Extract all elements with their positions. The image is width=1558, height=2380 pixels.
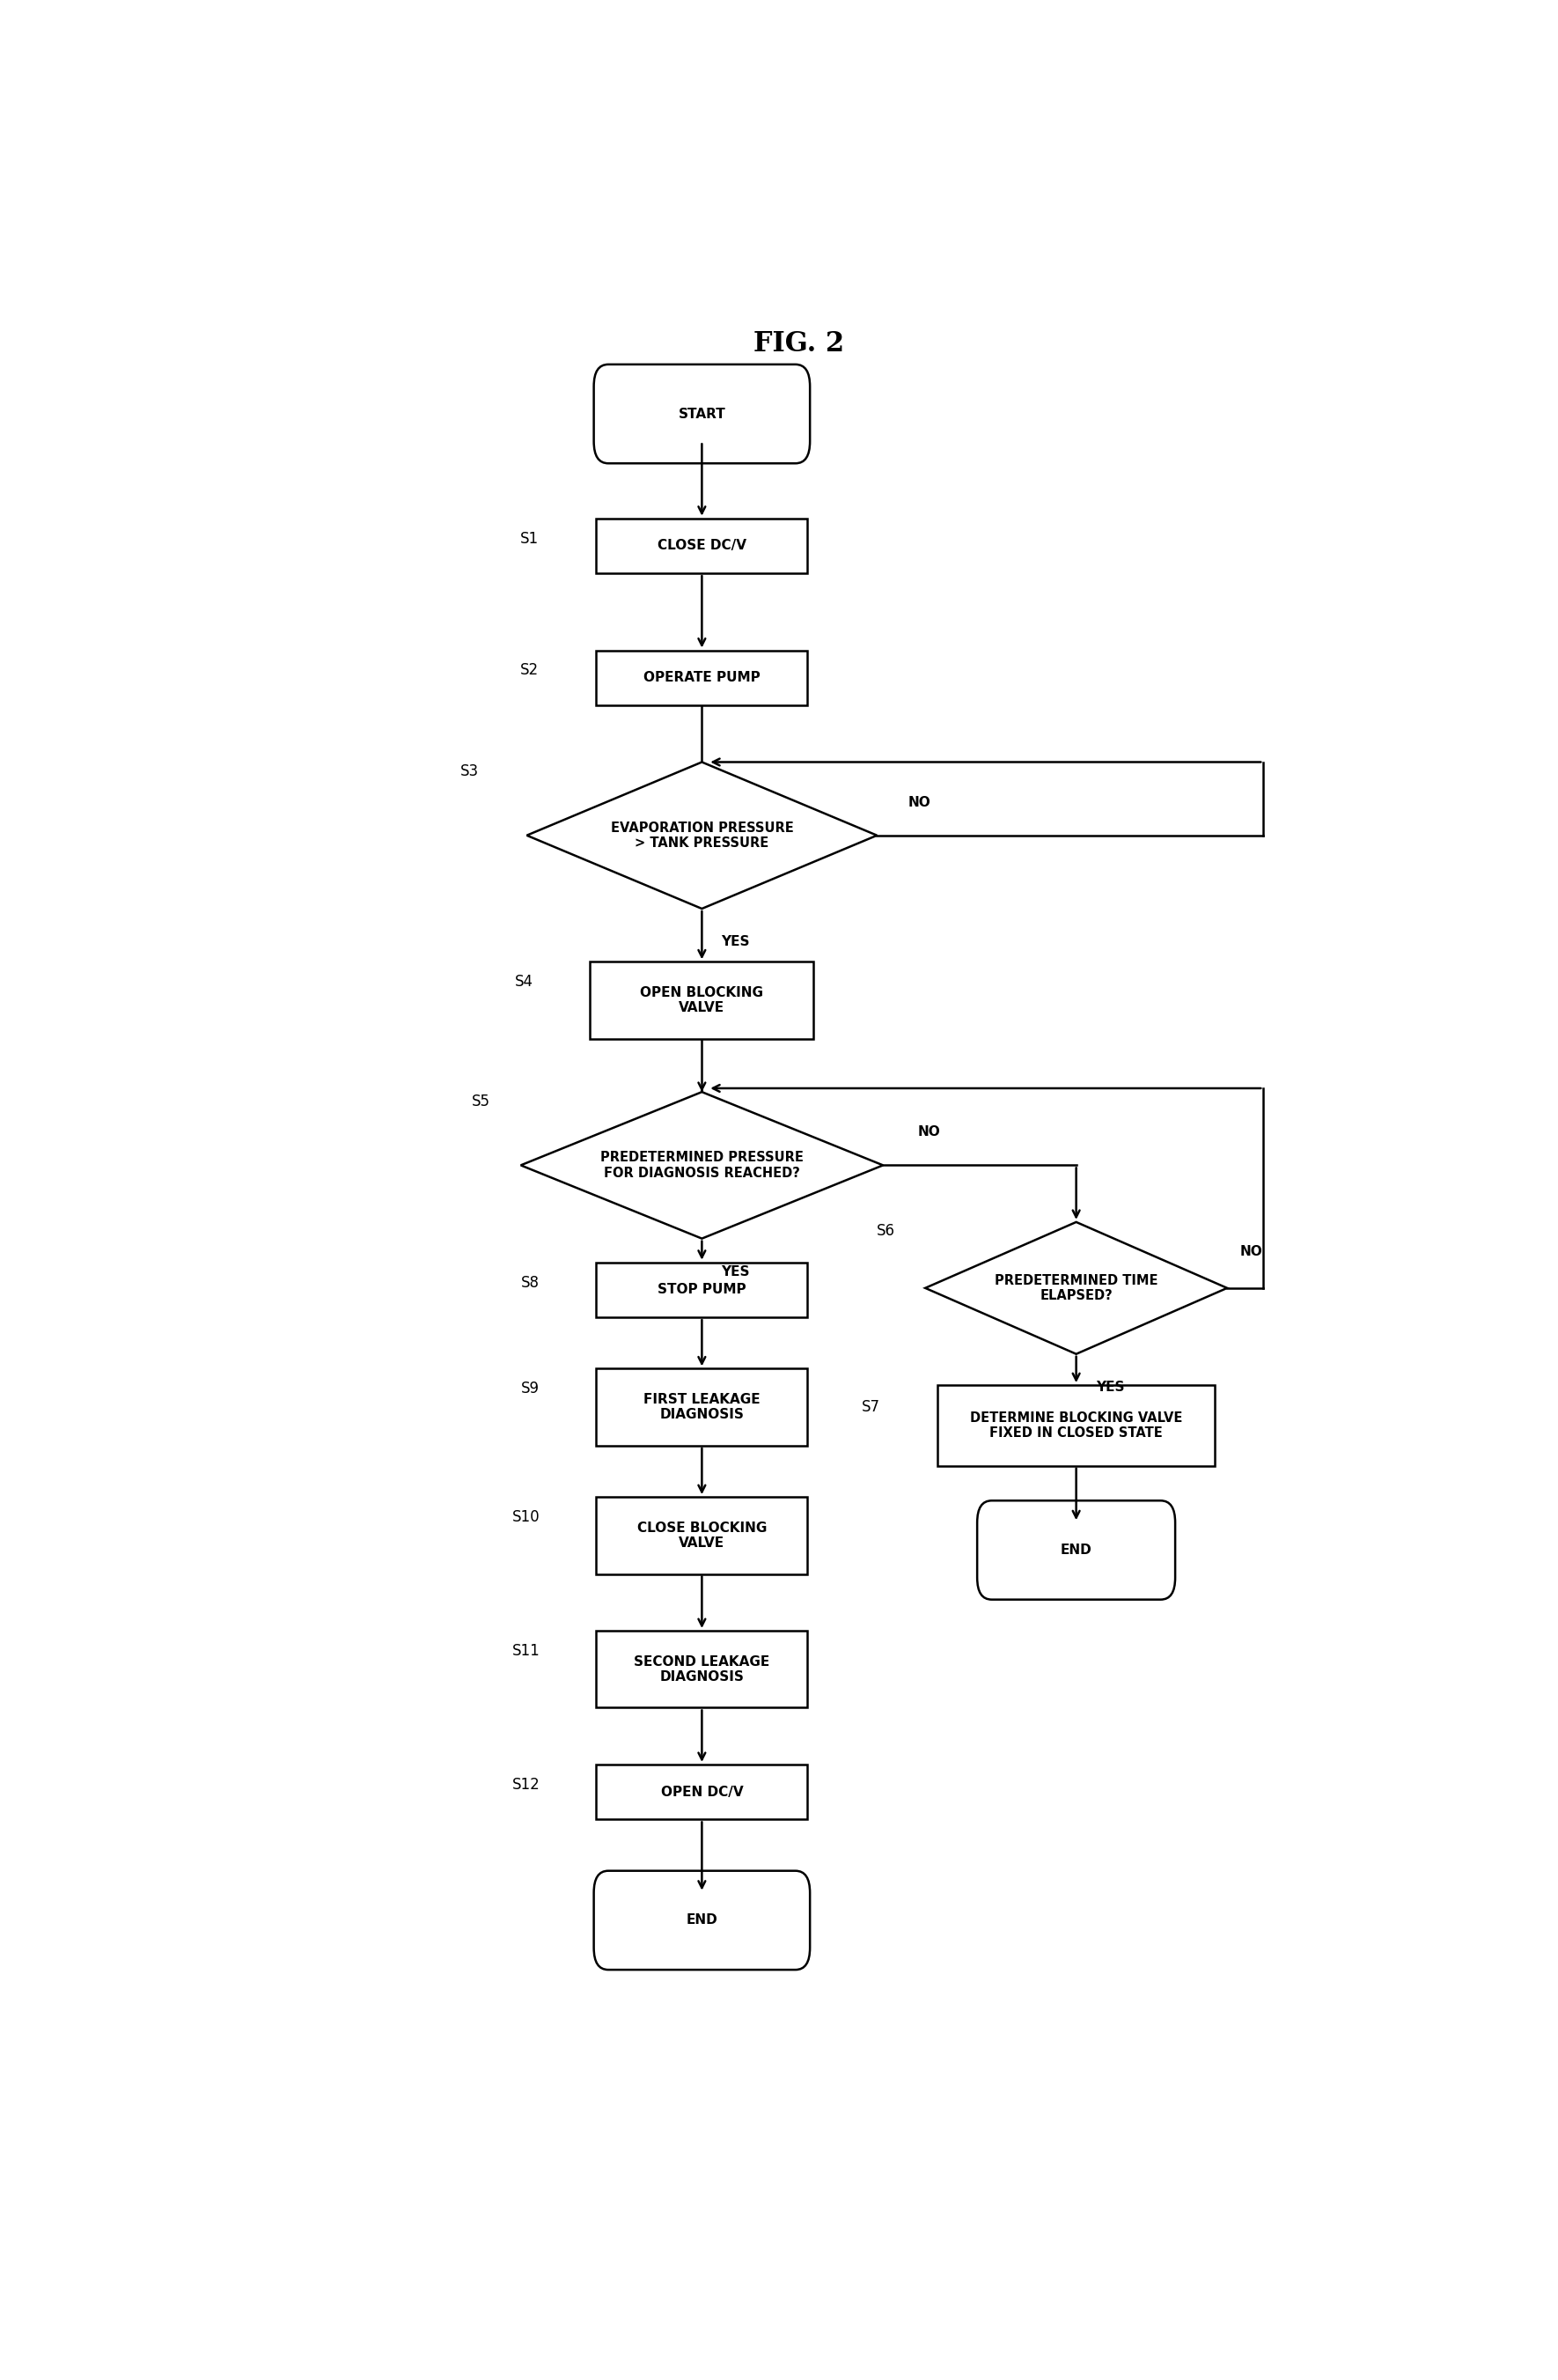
Text: END: END	[686, 1914, 718, 1928]
Text: DETERMINE BLOCKING VALVE
FIXED IN CLOSED STATE: DETERMINE BLOCKING VALVE FIXED IN CLOSED…	[971, 1411, 1183, 1440]
Text: S2: S2	[520, 662, 539, 678]
Text: S12: S12	[513, 1778, 541, 1792]
Text: YES: YES	[721, 1264, 749, 1278]
Text: S5: S5	[472, 1092, 491, 1109]
Text: START: START	[678, 407, 726, 421]
Bar	[597, 1630, 807, 1709]
Text: S9: S9	[520, 1380, 539, 1397]
Text: OPEN DC/V: OPEN DC/V	[661, 1785, 743, 1799]
FancyBboxPatch shape	[977, 1502, 1175, 1599]
Text: S8: S8	[520, 1276, 539, 1290]
Bar	[597, 650, 807, 704]
Text: CLOSE BLOCKING
VALVE: CLOSE BLOCKING VALVE	[637, 1521, 767, 1549]
Text: OPERATE PUMP: OPERATE PUMP	[643, 671, 760, 685]
Bar	[597, 1261, 807, 1319]
Text: CLOSE DC/V: CLOSE DC/V	[657, 540, 746, 552]
Text: PREDETERMINED PRESSURE
FOR DIAGNOSIS REACHED?: PREDETERMINED PRESSURE FOR DIAGNOSIS REA…	[600, 1152, 804, 1180]
Text: S4: S4	[514, 973, 533, 990]
Text: YES: YES	[1095, 1380, 1125, 1395]
Text: S7: S7	[862, 1399, 880, 1416]
Text: PREDETERMINED TIME
ELAPSED?: PREDETERMINED TIME ELAPSED?	[994, 1273, 1158, 1302]
Text: S10: S10	[513, 1509, 541, 1526]
Text: S6: S6	[877, 1223, 894, 1240]
Text: NO: NO	[908, 795, 930, 809]
Text: STOP PUMP: STOP PUMP	[657, 1283, 746, 1297]
Text: OPEN BLOCKING
VALVE: OPEN BLOCKING VALVE	[640, 985, 763, 1014]
Polygon shape	[520, 1092, 883, 1238]
Bar	[597, 1497, 807, 1573]
Bar	[590, 962, 813, 1038]
Text: FIRST LEAKAGE
DIAGNOSIS: FIRST LEAKAGE DIAGNOSIS	[643, 1392, 760, 1421]
Text: SECOND LEAKAGE
DIAGNOSIS: SECOND LEAKAGE DIAGNOSIS	[634, 1654, 770, 1683]
Text: S11: S11	[513, 1642, 541, 1659]
FancyBboxPatch shape	[594, 364, 810, 464]
Polygon shape	[527, 762, 877, 909]
Text: S3: S3	[460, 764, 478, 778]
Text: EVAPORATION PRESSURE
> TANK PRESSURE: EVAPORATION PRESSURE > TANK PRESSURE	[611, 821, 793, 850]
FancyBboxPatch shape	[594, 1871, 810, 1971]
Text: FIG. 2: FIG. 2	[753, 331, 844, 357]
Text: S1: S1	[520, 531, 539, 547]
Bar	[597, 1764, 807, 1818]
Text: NO: NO	[918, 1126, 939, 1140]
Text: YES: YES	[721, 935, 749, 947]
Text: END: END	[1061, 1545, 1092, 1557]
Text: NO: NO	[1240, 1245, 1262, 1259]
Bar	[597, 1368, 807, 1445]
Bar	[938, 1385, 1215, 1466]
Bar	[597, 519, 807, 574]
Polygon shape	[925, 1221, 1228, 1354]
